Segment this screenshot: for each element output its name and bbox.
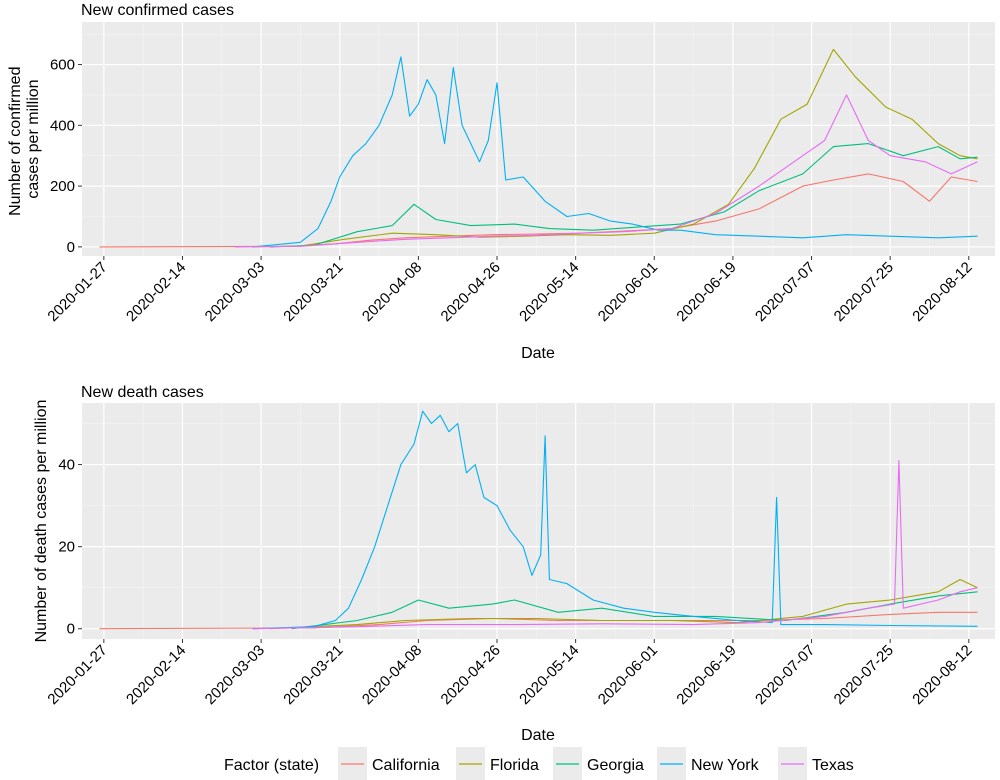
confirmed-x-tick-label: 2020-04-26 [438, 259, 504, 325]
confirmed-x-tick-label: 2020-06-19 [673, 259, 739, 325]
confirmed-y-tick-label: 200 [50, 178, 75, 195]
confirmed-x-tick-label: 2020-06-01 [595, 259, 661, 325]
confirmed-x-ticks: 2020-01-27 2020-02-14 2020-03-03 2020-03-21… [44, 256, 976, 325]
legend-item-georgia: Georgia [553, 747, 644, 780]
death-y-axis-label: Number of death cases per million [33, 400, 50, 643]
death-x-ticks: 2020-01-27 2020-02-14 2020-03-03 2020-03-21… [44, 639, 976, 708]
confirmed-series-line-new-york [252, 56, 978, 248]
legend-item-new-york: New York [657, 747, 760, 780]
death-series-line-florida [269, 578, 978, 630]
confirmed-y-axis-label-line-2: cases per million [25, 79, 42, 198]
legend-items: California Florida Georgia New York Texas [338, 747, 854, 780]
death-x-axis-label: Date [521, 727, 555, 744]
death-cases-chart: New death cases 0 20 40 2020-01-27 2020-02-… [33, 384, 995, 744]
confirmed-x-tick-label: 2020-02-14 [123, 259, 189, 325]
legend-item-texas: Texas [778, 747, 854, 780]
legend: Factor (state) California Florida Georgia N… [224, 747, 854, 780]
legend-label-florida: Florida [490, 757, 539, 774]
death-series-line-new-york [252, 410, 978, 630]
death-x-tick-label: 2020-03-21 [280, 642, 346, 708]
legend-item-california: California [338, 747, 440, 780]
death-y-tick-label: 0 [67, 621, 75, 638]
death-x-tick-label: 2020-02-14 [123, 642, 189, 708]
confirmed-y-ticks: 0 200 400 600 [50, 57, 82, 256]
confirmed-y-axis-label: Number of confirmed cases per million [7, 62, 42, 216]
legend-title: Factor (state) [224, 757, 319, 774]
confirmed-x-tick-label: 2020-04-08 [359, 259, 425, 325]
confirmed-y-tick-label: 400 [50, 117, 75, 134]
confirmed-x-axis-label: Date [521, 345, 555, 362]
confirmed-chart-title: New confirmed cases [81, 2, 234, 19]
confirmed-y-axis-label-line-1: Number of confirmed [7, 67, 24, 216]
death-chart-title: New death cases [81, 384, 204, 401]
death-plot-panel [82, 403, 995, 639]
death-x-tick-label: 2020-03-03 [202, 642, 268, 708]
confirmed-y-tick-label: 0 [67, 239, 75, 256]
confirmed-gridlines [82, 22, 995, 256]
confirmed-series-line-florida [252, 48, 978, 248]
death-x-tick-label: 2020-01-27 [44, 642, 110, 708]
confirmed-series-line-texas [234, 94, 978, 248]
death-x-tick-label: 2020-07-25 [831, 642, 897, 708]
confirmed-cases-chart: New confirmed cases 0 200 400 600 2020-01-2… [7, 2, 995, 362]
legend-label-new-york: New York [691, 757, 760, 774]
death-x-tick-label: 2020-08-12 [909, 642, 975, 708]
death-x-tick-label: 2020-05-14 [516, 642, 582, 708]
legend-label-texas: Texas [812, 757, 854, 774]
confirmed-y-tick-label: 600 [50, 57, 75, 74]
confirmed-series-line-georgia [269, 143, 978, 248]
death-y-tick-label: 20 [58, 539, 75, 556]
confirmed-x-tick-label: 2020-07-25 [831, 259, 897, 325]
death-y-tick-label: 40 [58, 457, 75, 474]
death-series-lines [99, 410, 978, 630]
death-x-tick-label: 2020-04-26 [438, 642, 504, 708]
confirmed-x-tick-label: 2020-03-03 [202, 259, 268, 325]
confirmed-x-tick-label: 2020-08-12 [909, 259, 975, 325]
legend-label-georgia: Georgia [587, 757, 644, 774]
death-x-tick-label: 2020-04-08 [359, 642, 425, 708]
legend-label-california: California [372, 757, 440, 774]
death-x-tick-label: 2020-06-01 [595, 642, 661, 708]
confirmed-x-tick-label: 2020-03-21 [280, 259, 346, 325]
confirmed-x-tick-label: 2020-05-14 [516, 259, 582, 325]
confirmed-x-tick-label: 2020-07-07 [752, 259, 818, 325]
confirmed-plot-panel [82, 22, 995, 256]
death-y-ticks: 0 20 40 [58, 457, 82, 638]
death-y-axis-label-line-1: Number of death cases per million [33, 400, 50, 643]
death-series-line-texas [252, 459, 978, 630]
death-x-tick-label: 2020-07-07 [752, 642, 818, 708]
legend-item-florida: Florida [456, 747, 539, 780]
confirmed-x-tick-label: 2020-01-27 [44, 259, 110, 325]
death-x-tick-label: 2020-06-19 [673, 642, 739, 708]
confirmed-series-lines [99, 48, 978, 248]
